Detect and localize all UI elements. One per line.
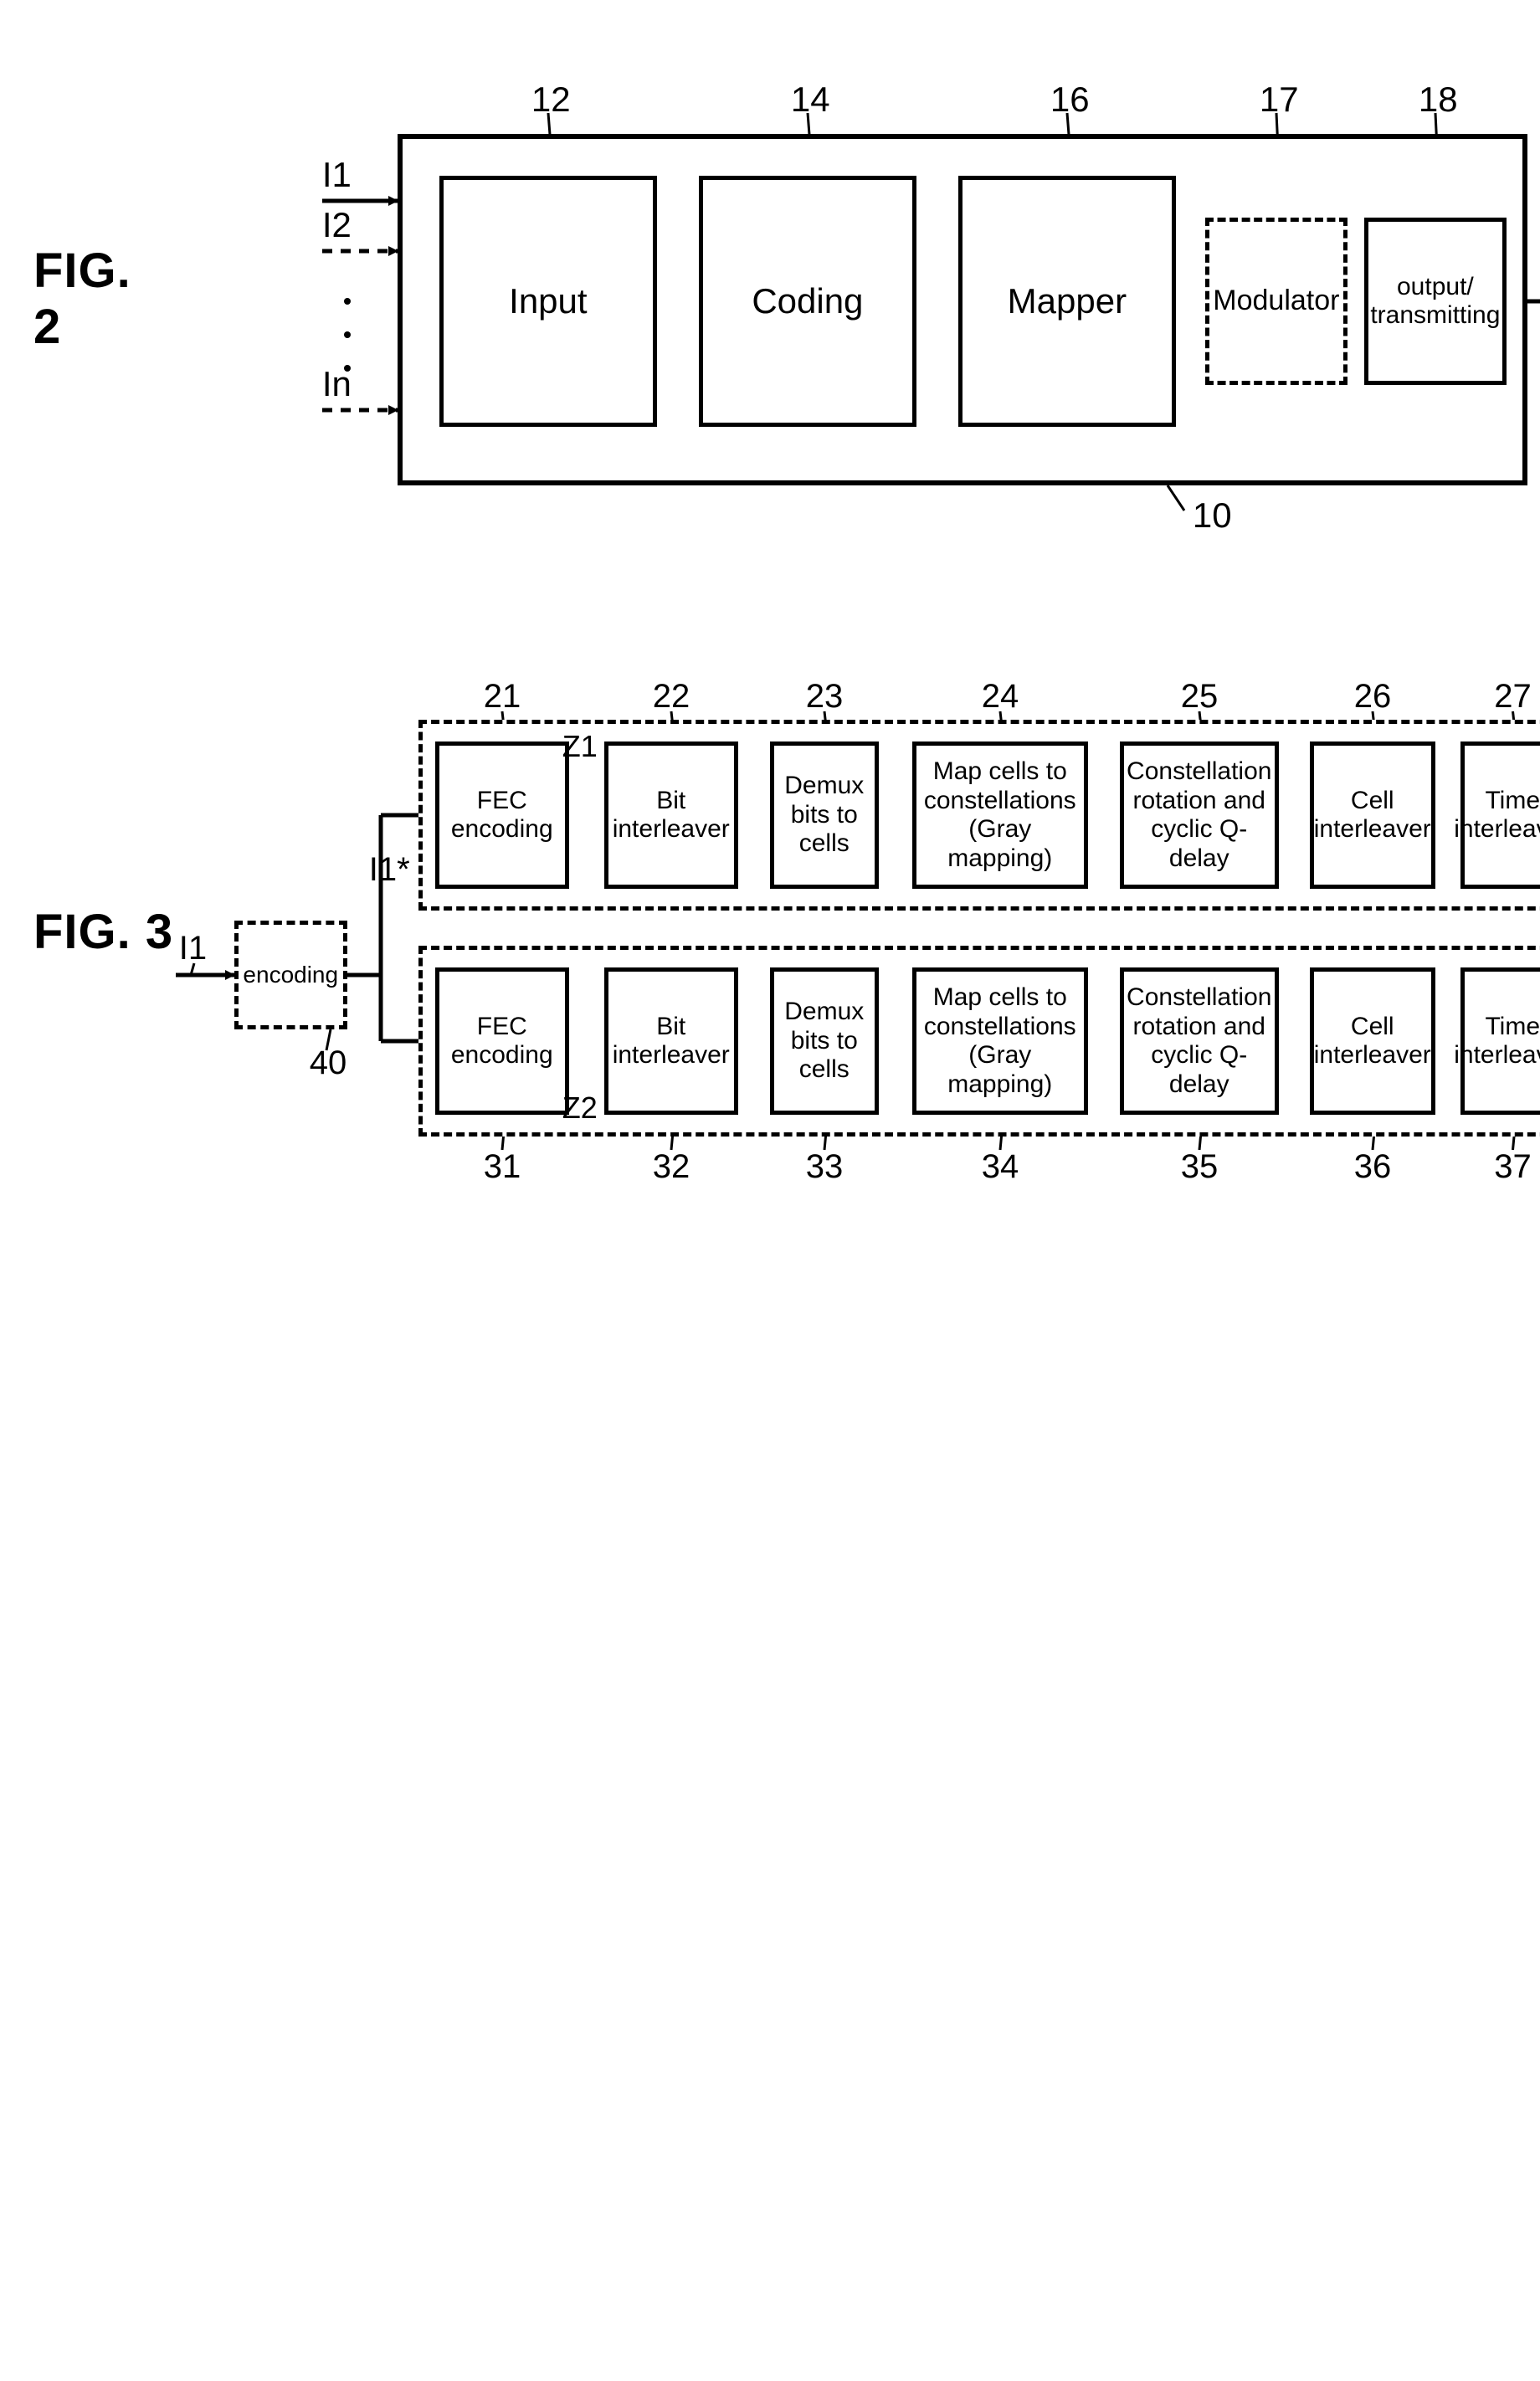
- modulator: Modulator: [1205, 218, 1348, 385]
- num-24: 24: [982, 680, 1019, 713]
- fig2-canvas: 10Input12Coding14Mapper16Modulator17outp…: [188, 50, 1507, 519]
- coding: Coding: [699, 176, 916, 427]
- num-31: 31: [484, 1150, 521, 1183]
- num-35: 35: [1181, 1150, 1219, 1183]
- num-23: 23: [806, 680, 844, 713]
- input-I2: I2: [322, 208, 352, 243]
- num-18: 18: [1419, 82, 1458, 117]
- figure-2: FIG. 2 10Input12Coding14Mapper16Modulato…: [33, 50, 1507, 519]
- num-26: 26: [1354, 680, 1392, 713]
- num-33: 33: [806, 1150, 844, 1183]
- rot1: Constellation rotation and cyclic Q-dela…: [1120, 741, 1279, 889]
- num-17: 17: [1260, 82, 1299, 117]
- ci1: Cell interleaver: [1310, 741, 1435, 889]
- bi1: Bit interleaver: [604, 741, 738, 889]
- num-27: 27: [1494, 680, 1532, 713]
- num-32: 32: [653, 1150, 690, 1183]
- outtx: output/ transmitting: [1364, 218, 1507, 385]
- mapper: Mapper: [958, 176, 1176, 427]
- map1: Map cells to constellations (Gray mappin…: [912, 741, 1088, 889]
- num-22: 22: [653, 680, 690, 713]
- input-In: In: [322, 367, 352, 402]
- figure-3: FIG. 3 encoding40I1I1*20FEC encoding21Z1…: [33, 670, 1507, 1230]
- pre-encoder: encoding: [234, 921, 347, 1029]
- num-37: 37: [1494, 1150, 1532, 1183]
- num-12: 12: [531, 82, 571, 117]
- dm2: Demux bits to cells: [770, 967, 879, 1115]
- input: Input: [439, 176, 657, 427]
- num-16: 16: [1050, 82, 1090, 117]
- num-34: 34: [982, 1150, 1019, 1183]
- ti1: Time interleaver: [1460, 741, 1540, 889]
- map2: Map cells to constellations (Gray mappin…: [912, 967, 1088, 1115]
- fig2-label: FIG. 2: [33, 243, 163, 355]
- num-40: 40: [310, 1046, 347, 1080]
- num-10: 10: [1193, 498, 1232, 533]
- fig3-canvas: encoding40I1I1*20FEC encoding21Z1Bit int…: [176, 670, 1507, 1230]
- label-Z2: Z2: [562, 1093, 598, 1123]
- ci2: Cell interleaver: [1310, 967, 1435, 1115]
- num-14: 14: [791, 82, 830, 117]
- bi2: Bit interleaver: [604, 967, 738, 1115]
- rot2: Constellation rotation and cyclic Q-dela…: [1120, 967, 1279, 1115]
- fig3-label: FIG. 3: [33, 904, 176, 960]
- num-36: 36: [1354, 1150, 1392, 1183]
- ti2: Time interleaver: [1460, 967, 1540, 1115]
- num-21: 21: [484, 680, 521, 713]
- label-Z1: Z1: [562, 731, 598, 762]
- num-25: 25: [1181, 680, 1219, 713]
- label-I1: I1: [179, 931, 207, 965]
- dm1: Demux bits to cells: [770, 741, 879, 889]
- fec2: FEC encoding: [435, 967, 569, 1115]
- label-I1star: I1*: [369, 853, 410, 886]
- input-I1: I1: [322, 157, 352, 192]
- fec1: FEC encoding: [435, 741, 569, 889]
